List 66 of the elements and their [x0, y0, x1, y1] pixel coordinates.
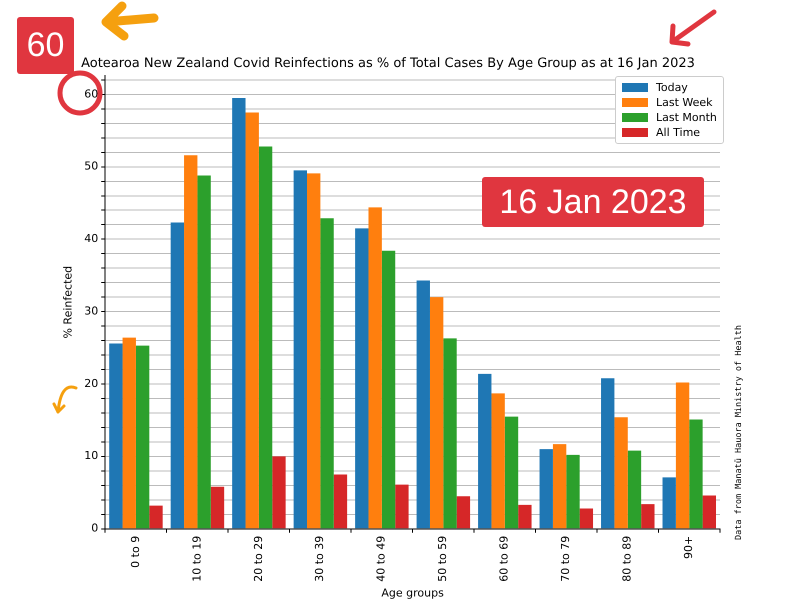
- x-tick-label: 60 to 69: [498, 536, 511, 582]
- y-tick-label: 50: [84, 160, 98, 173]
- bar: [170, 222, 184, 528]
- x-tick-label: 40 to 49: [374, 536, 388, 582]
- chart-title: Aotearoa New Zealand Covid Reinfections as % of Total Cases By Age Group as at 16 Jan 2023: [81, 56, 695, 72]
- legend-label: Today: [656, 81, 688, 94]
- bar: [566, 454, 580, 528]
- bar: [232, 98, 246, 528]
- bar: [518, 504, 532, 528]
- bar: [355, 228, 368, 528]
- text: Data from Manatū Hauora Ministry of Health: [734, 325, 744, 540]
- bar: [122, 338, 136, 528]
- bar: [184, 155, 198, 528]
- y-tick-label: 0: [91, 522, 98, 535]
- x-tick-label: 80 to 89: [620, 536, 634, 582]
- bar: [210, 486, 224, 528]
- bar: [416, 280, 430, 528]
- y-tick-label: 40: [84, 232, 98, 246]
- x-tick-label: 20 to 29: [252, 536, 265, 582]
- y-tick-label: 60: [84, 87, 98, 100]
- x-tick-label: 0 to 9: [128, 536, 142, 568]
- bar: [628, 450, 642, 528]
- bar: [258, 146, 272, 528]
- y-tick-label: 30: [84, 304, 98, 318]
- annotation: 16 Jan 2023: [482, 177, 704, 227]
- bar: [478, 374, 492, 528]
- bar: [320, 218, 334, 528]
- bar: [272, 456, 286, 528]
- legend-label: All Time: [656, 126, 700, 139]
- bar: [491, 393, 505, 528]
- bar: [294, 170, 308, 528]
- bar: [136, 346, 150, 528]
- bar: [504, 416, 518, 528]
- bar: [395, 484, 409, 528]
- bar: [540, 449, 553, 528]
- bar: [601, 378, 614, 528]
- legend-label: Last Week: [656, 96, 713, 109]
- bar: [430, 297, 444, 528]
- y-tick-label: 20: [84, 376, 98, 390]
- y-axis-title: % Reinfected: [61, 266, 74, 339]
- x-axis-title: Age groups: [381, 586, 444, 600]
- bar: [552, 444, 566, 528]
- bar: [149, 506, 163, 528]
- bar: [614, 417, 628, 528]
- bar: [246, 112, 259, 528]
- x-tick-label: 10 to 19: [190, 536, 204, 582]
- bar: [443, 338, 457, 528]
- bar: [307, 173, 320, 528]
- x-tick-label: 30 to 39: [313, 536, 326, 582]
- bar: [197, 176, 211, 528]
- bar: [368, 207, 382, 528]
- bar: [456, 496, 470, 528]
- bar: [641, 504, 655, 528]
- x-tick-label: 50 to 59: [436, 536, 450, 582]
- legend-label: Last Month: [656, 111, 717, 124]
- bar: [334, 474, 348, 528]
- bar: [382, 250, 396, 528]
- bar: [702, 495, 716, 528]
- x-tick-label: 70 to 79: [559, 536, 572, 582]
- bar: [676, 382, 690, 528]
- bar: [580, 508, 594, 528]
- y-tick-label: 10: [84, 449, 98, 462]
- bar: [109, 343, 123, 528]
- x-tick-label: 90+: [682, 536, 696, 559]
- bar: [662, 477, 676, 528]
- bar: [689, 419, 703, 528]
